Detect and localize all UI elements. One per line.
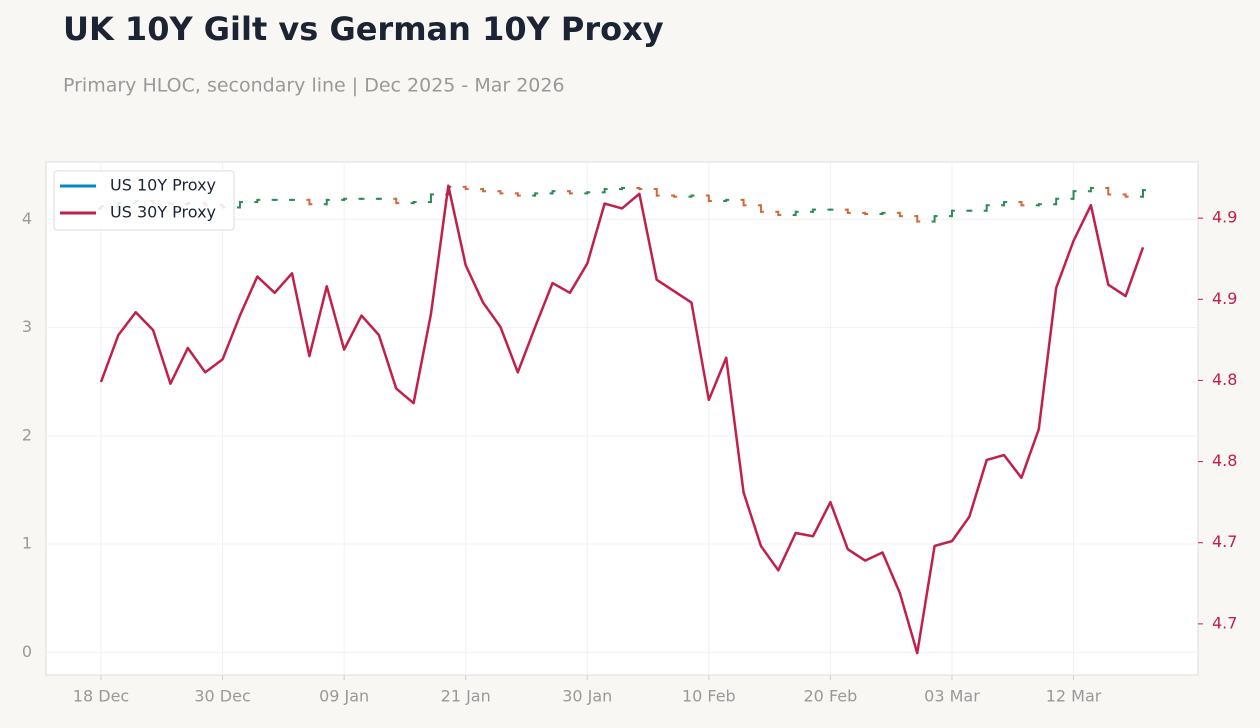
chart-title: UK 10Y Gilt vs German 10Y Proxy — [63, 10, 664, 48]
y2-tick-label: 4.8 — [1212, 451, 1237, 470]
x-tick-label: 18 Dec — [73, 687, 129, 706]
y2-tick-label: 4.7 — [1212, 532, 1237, 551]
y2-tick-label: 4.8 — [1212, 370, 1237, 389]
y2-tick-label: 4.9 — [1212, 208, 1237, 227]
legend-box — [53, 170, 235, 231]
y2-tick-label: 4.7 — [1212, 613, 1237, 632]
legend-label: US 10Y Proxy — [110, 176, 216, 195]
x-tick-label: 30 Jan — [562, 687, 612, 706]
line-series — [99, 184, 1145, 655]
x-tick-label: 09 Jan — [319, 687, 369, 706]
y-tick-label: 3 — [22, 317, 32, 336]
y-tick-label: 0 — [22, 642, 32, 661]
x-tick-label: 21 Jan — [441, 687, 491, 706]
x-tick-label: 30 Dec — [194, 687, 250, 706]
legend-label: US 30Y Proxy — [110, 203, 216, 222]
x-tick-label: 03 Mar — [924, 687, 980, 706]
y-tick-label: 2 — [22, 425, 32, 444]
x-tick-label: 20 Feb — [804, 687, 858, 706]
plot-area — [45, 161, 1199, 676]
y-tick-label: 4 — [22, 209, 32, 228]
x-tick-label: 10 Feb — [682, 687, 736, 706]
y2-tick-label: 4.9 — [1212, 289, 1237, 308]
x-tick-label: 12 Mar — [1046, 687, 1102, 706]
chart-subtitle: Primary HLOC, secondary line | Dec 2025 … — [63, 75, 565, 97]
y-tick-label: 1 — [22, 534, 32, 553]
